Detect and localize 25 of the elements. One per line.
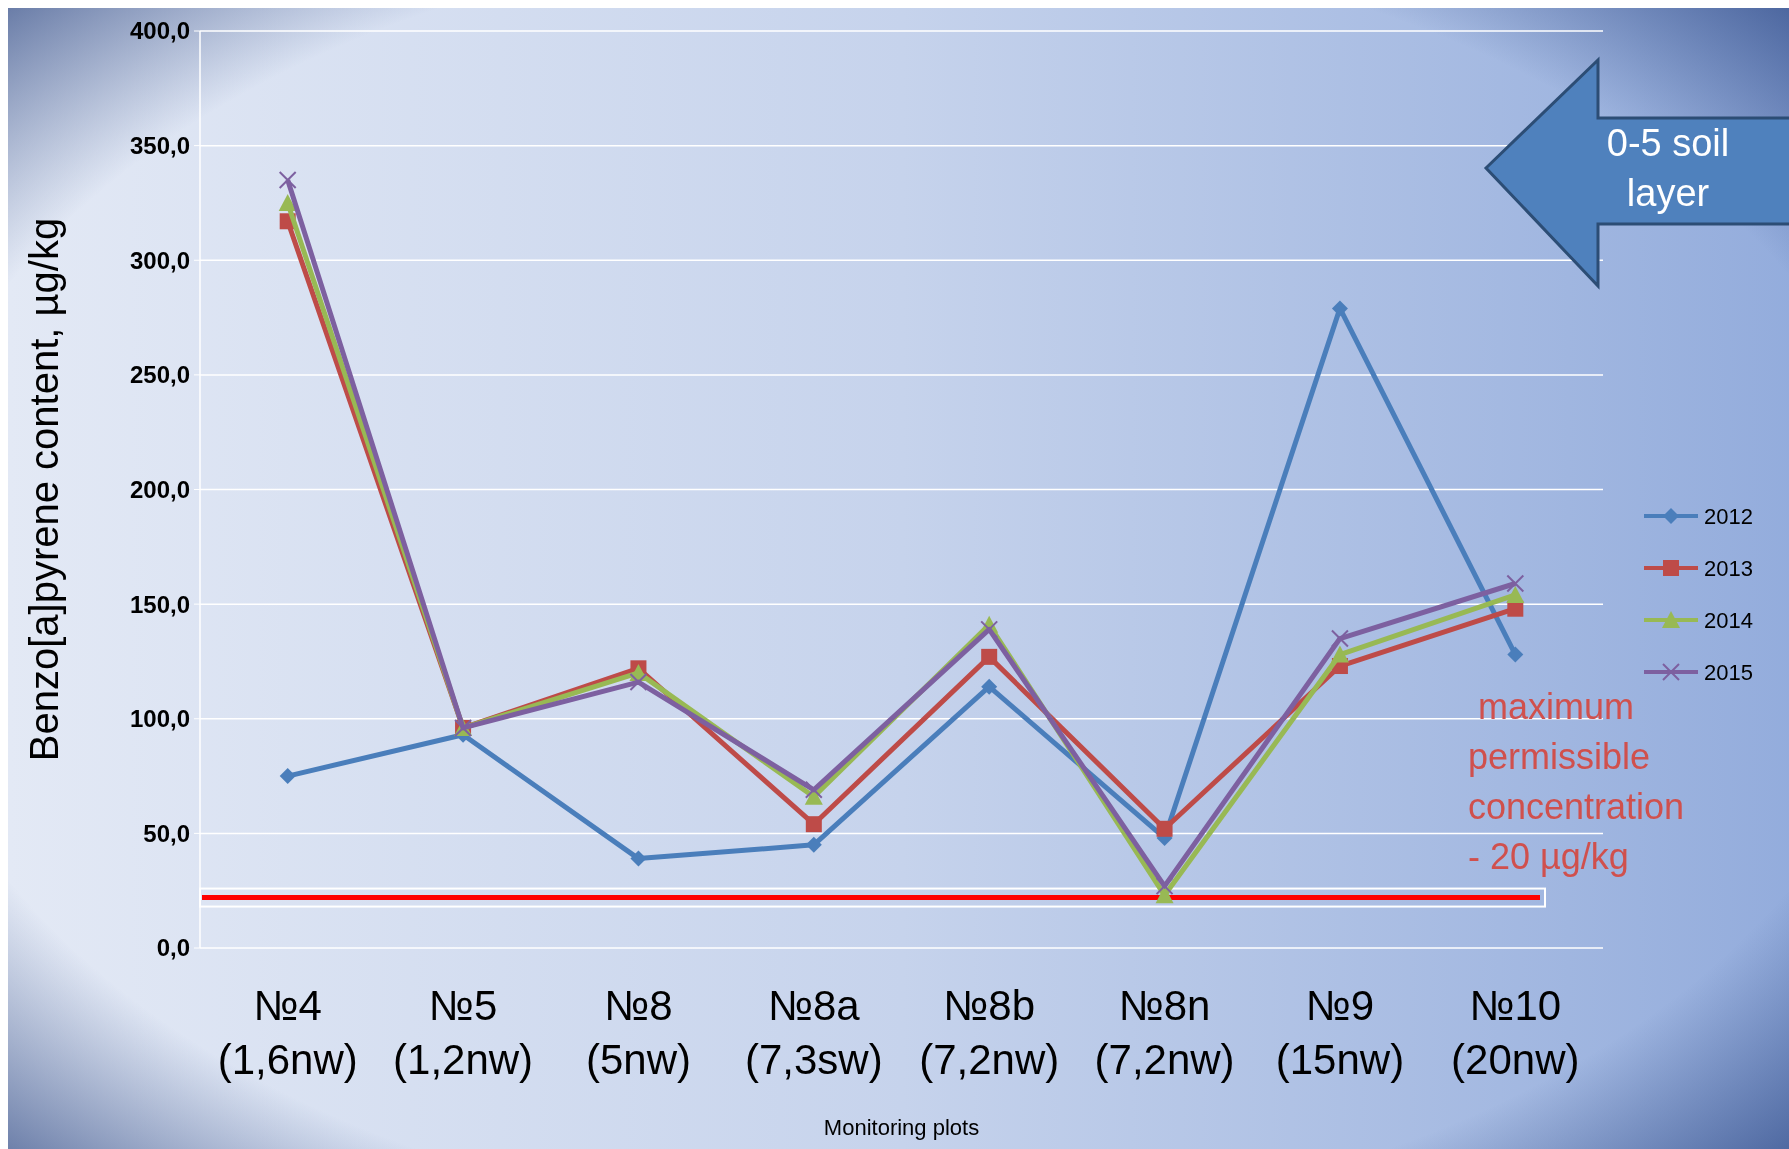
y-tick-label: 350,0 xyxy=(129,132,190,160)
y-tick-label: 400,0 xyxy=(129,17,190,45)
legend-label: 2015 xyxy=(1704,659,1753,685)
y-tick-label: 300,0 xyxy=(129,246,190,274)
text: 0-5 soil layer xyxy=(1606,122,1730,214)
x-tick-label: №5 (1,2nw) xyxy=(393,982,534,1083)
legend-label: 2013 xyxy=(1704,555,1753,581)
y-tick-label: 200,0 xyxy=(129,475,190,503)
y-axis-title: Benzo[a]pyrene content, µg/kg xyxy=(22,217,66,762)
y-tick-label: 250,0 xyxy=(129,361,190,389)
x-tick-label: №8n (7,2nw) xyxy=(1094,982,1235,1083)
x-tick-label: №9 (15nw) xyxy=(1275,982,1405,1083)
y-tick-label: 50,0 xyxy=(143,819,190,847)
y-tick-label: 0,0 xyxy=(156,934,190,962)
y-tick-label: 150,0 xyxy=(129,590,190,618)
x-tick-label: №8b (7,2nw) xyxy=(919,982,1060,1083)
x-axis-title: Monitoring plots xyxy=(823,1115,980,1140)
x-tick-label: №4 (1,6nw) xyxy=(217,982,358,1083)
y-tick-label: 100,0 xyxy=(129,705,190,733)
legend-label: 2014 xyxy=(1704,607,1753,633)
x-tick-label: №10 (20nw) xyxy=(1451,982,1580,1083)
ref-line-label: maximum permissible concentration - 20 µg/kg xyxy=(1468,685,1685,877)
legend-label: 2012 xyxy=(1704,503,1753,529)
x-tick-label: №8 (5nw) xyxy=(585,982,691,1083)
x-tick-label: №8a (7,3sw) xyxy=(744,982,883,1083)
